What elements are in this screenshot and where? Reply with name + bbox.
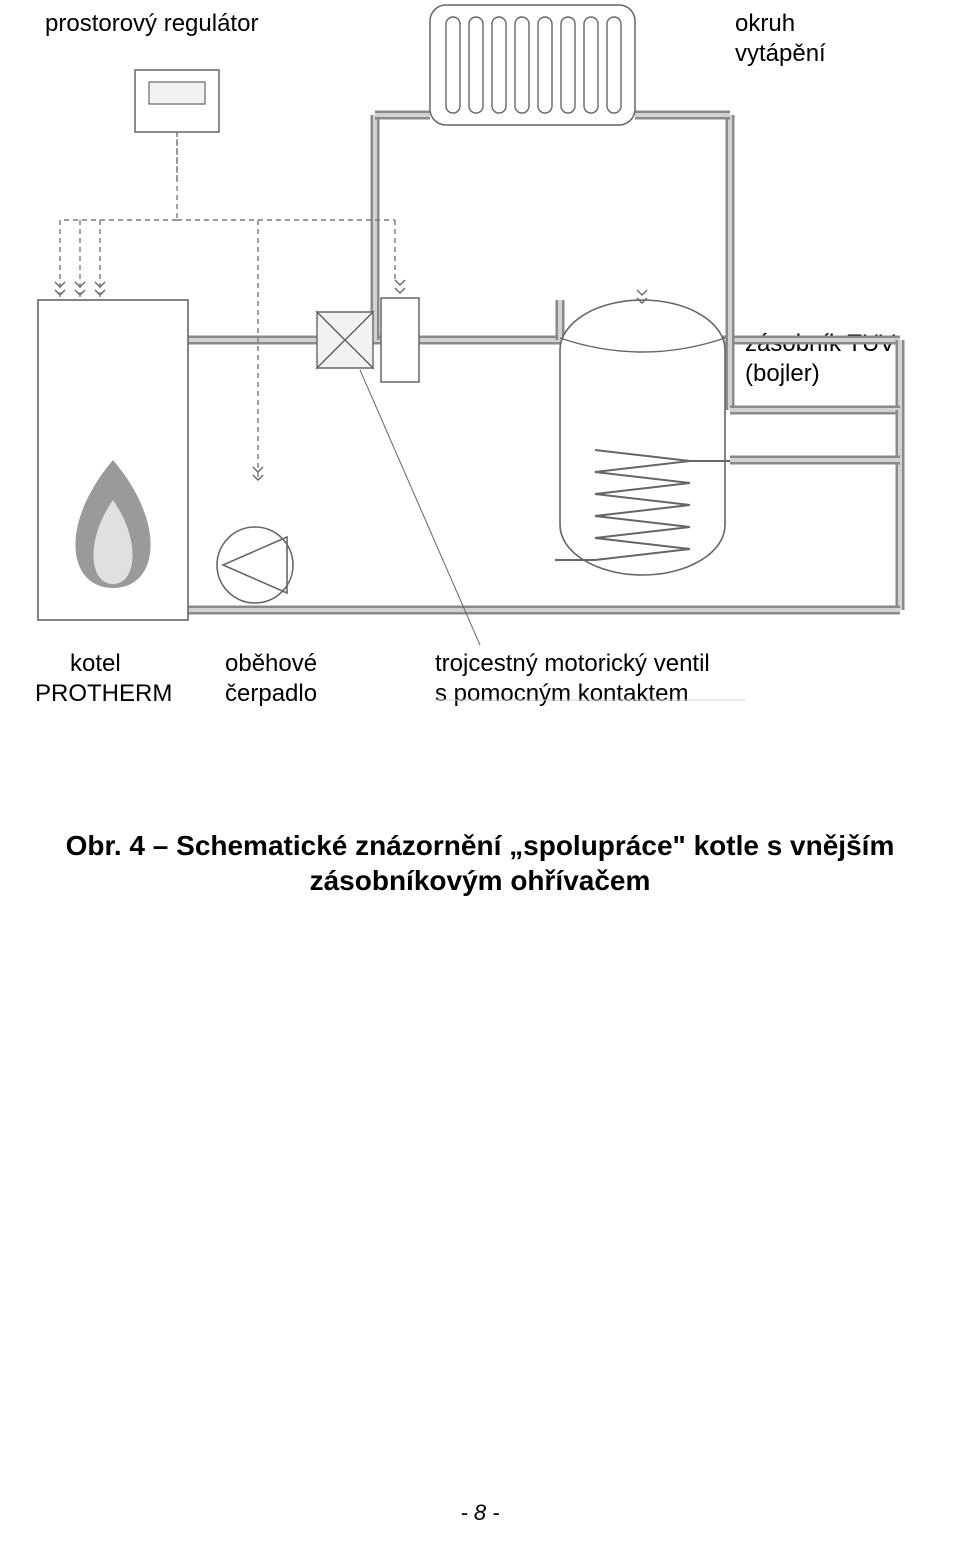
- schematic-diagram: [0, 0, 960, 760]
- page-number: - 8 -: [0, 1500, 960, 1526]
- caption-line2: zásobníkovým ohřívačem: [0, 865, 960, 897]
- page: prostorový regulátor okruh vytápění záso…: [0, 0, 960, 1552]
- caption-line1: Obr. 4 – Schematické znázornění „spolupr…: [0, 830, 960, 862]
